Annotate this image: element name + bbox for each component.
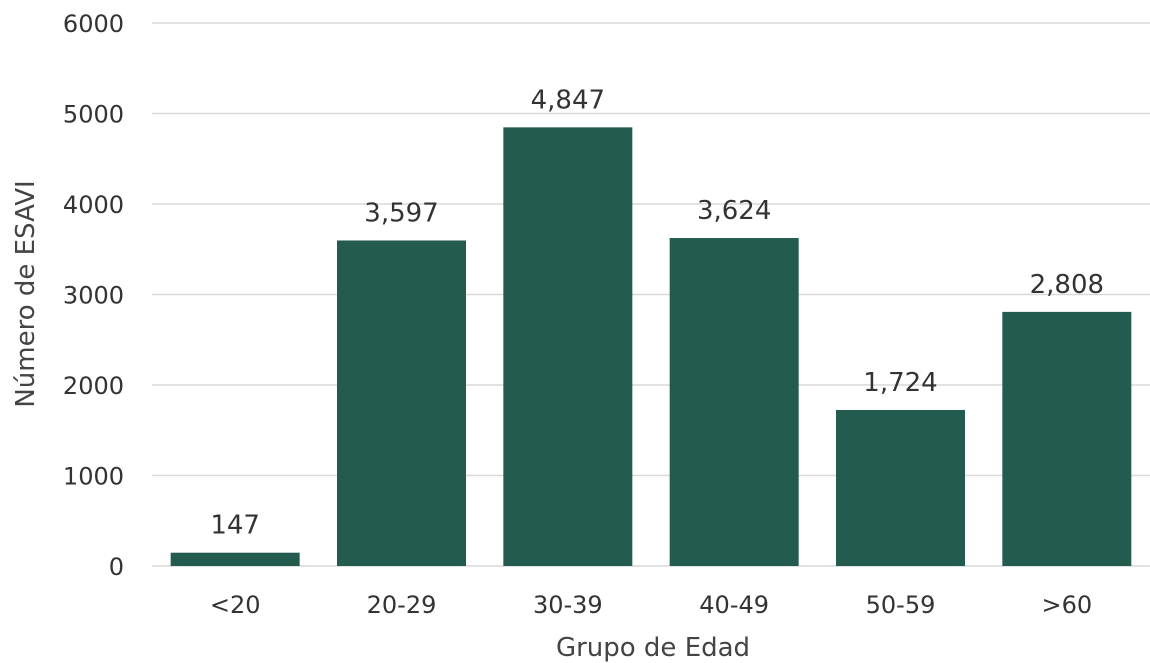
y-tick-label: 6000 <box>63 10 124 38</box>
bar <box>1002 311 1132 566</box>
bars <box>170 127 1132 566</box>
x-tick-label: <20 <box>210 591 261 619</box>
data-label: 147 <box>210 511 260 541</box>
bar <box>170 552 300 566</box>
grid-lines <box>152 22 1150 567</box>
data-label: 2,808 <box>1030 270 1104 300</box>
y-axis-ticks: 0 1000 2000 3000 4000 5000 6000 <box>63 10 124 581</box>
data-label: 4,847 <box>531 85 605 115</box>
data-label: 3,624 <box>697 196 771 226</box>
data-label: 1,724 <box>863 368 937 398</box>
x-axis-title: Grupo de Edad <box>556 633 750 663</box>
y-tick-label: 1000 <box>63 463 124 491</box>
x-axis-ticks: <20 20-29 30-39 40-49 50-59 >60 <box>210 591 1092 619</box>
bar <box>337 240 466 566</box>
y-tick-label: 2000 <box>63 372 124 400</box>
y-tick-label: 5000 <box>63 101 124 129</box>
x-tick-label: 20-29 <box>367 591 437 619</box>
data-labels: 147 3,597 4,847 3,624 1,724 2,808 <box>210 85 1104 540</box>
y-tick-label: 0 <box>109 553 124 581</box>
y-tick-label: 3000 <box>63 282 124 310</box>
x-tick-label: 50-59 <box>866 591 936 619</box>
bar <box>503 127 633 566</box>
data-label: 3,597 <box>364 198 438 228</box>
bar <box>669 238 799 566</box>
bar <box>836 409 965 566</box>
x-tick-label: 40-49 <box>699 591 769 619</box>
x-tick-label: >60 <box>1042 591 1093 619</box>
y-tick-label: 4000 <box>63 191 124 219</box>
x-tick-label: 30-39 <box>533 591 603 619</box>
y-axis-title: Número de ESAVI <box>11 180 41 407</box>
